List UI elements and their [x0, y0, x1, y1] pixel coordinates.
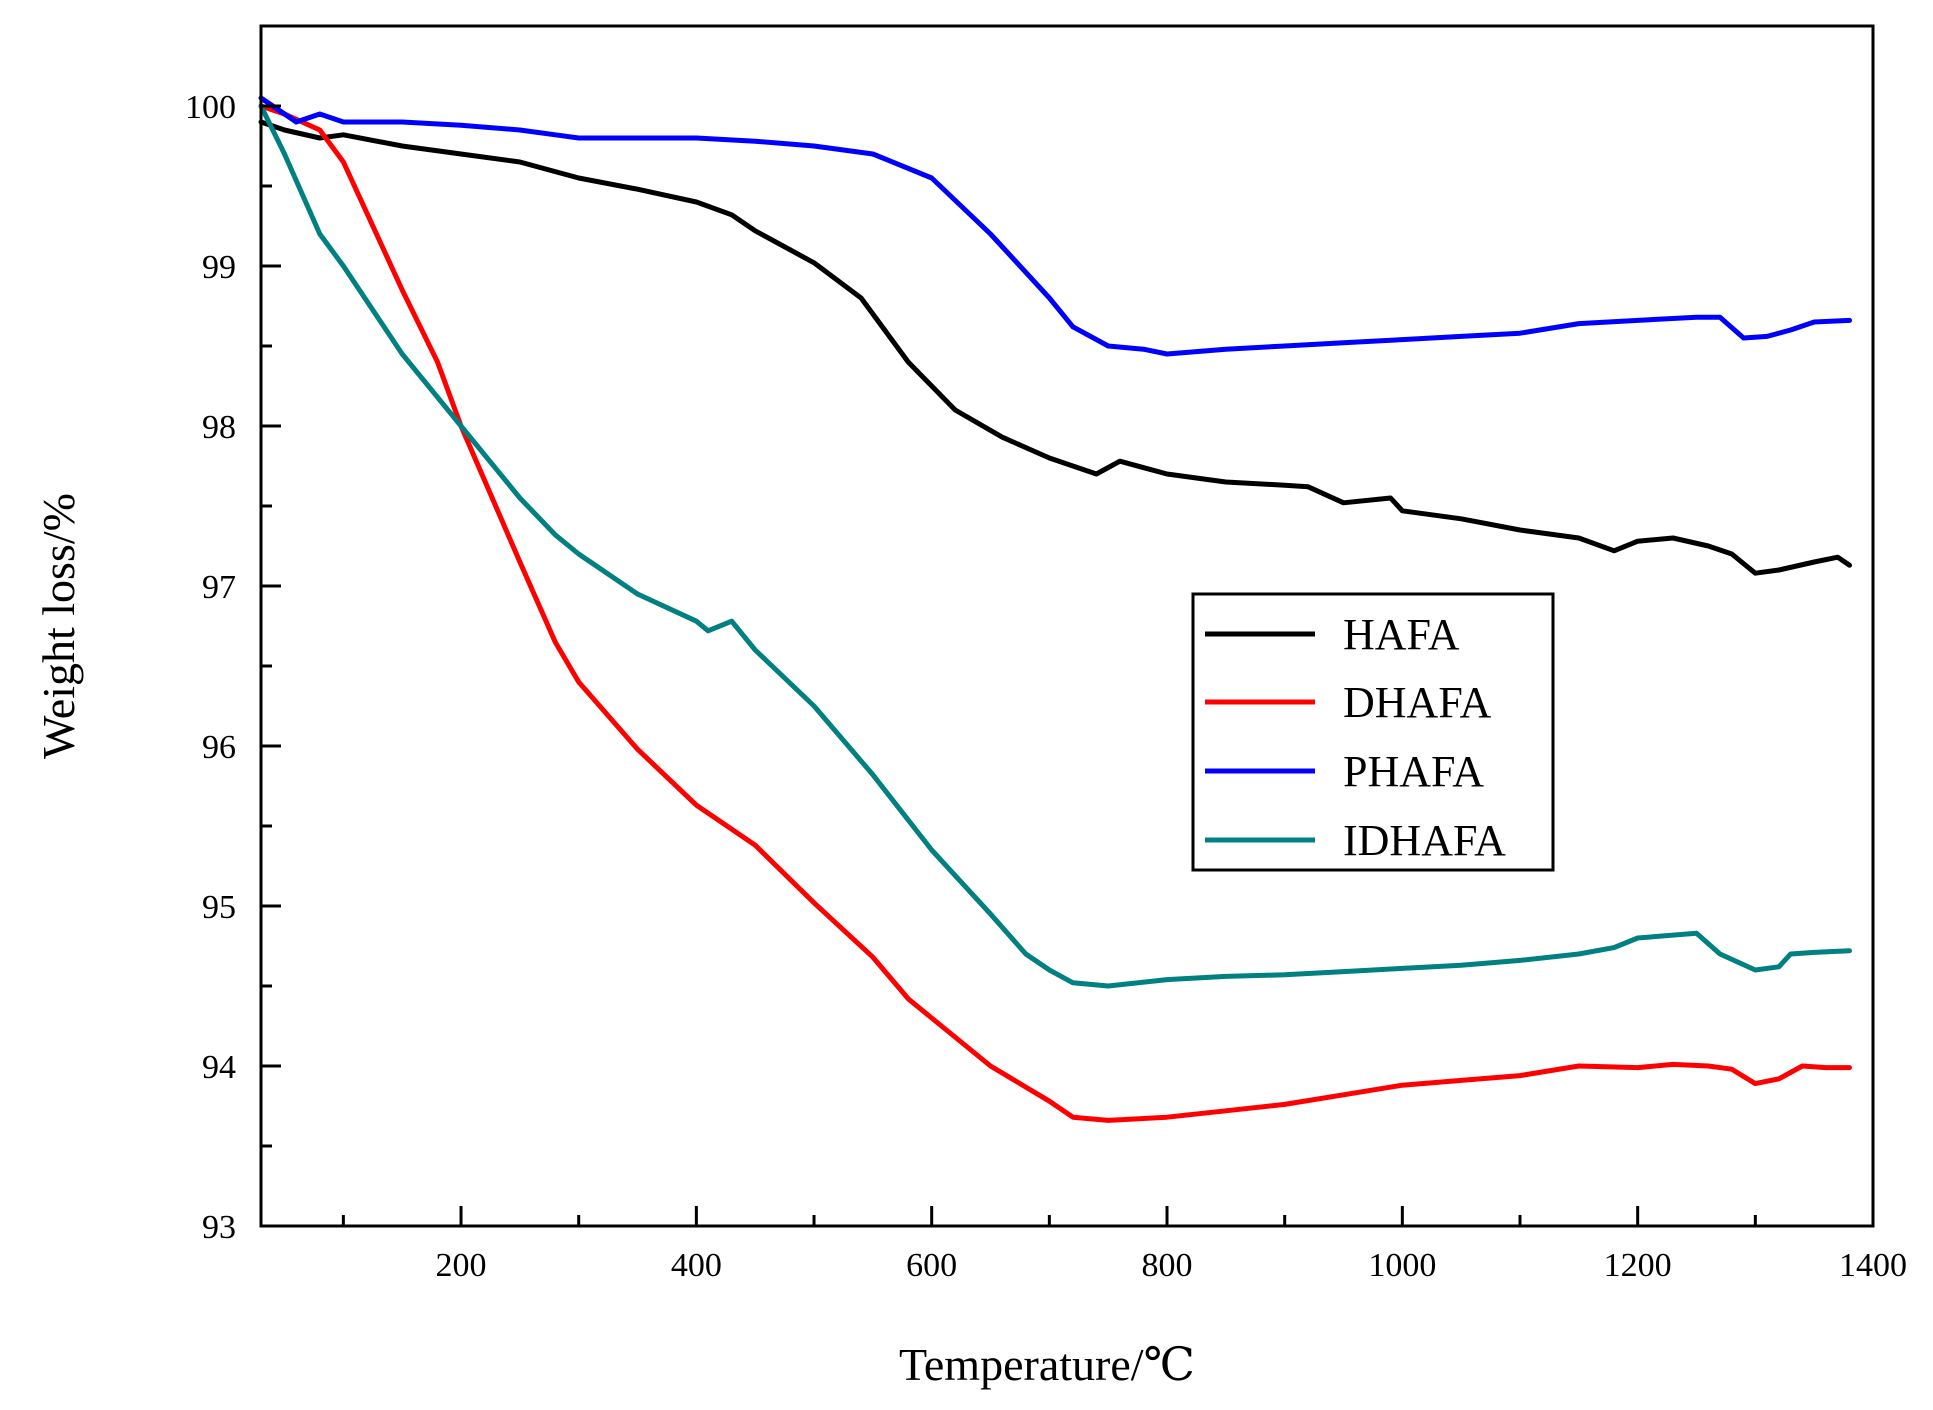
series-line-dhafa [258, 103, 1852, 1123]
y-tick-label-96: 96 [202, 729, 236, 766]
y-tick-label-94: 94 [202, 1049, 236, 1086]
x-tick-label-200: 200 [436, 1247, 487, 1284]
x-tick-label-1400: 1400 [1839, 1247, 1907, 1284]
x-tick-label-1000: 1000 [1368, 1247, 1436, 1284]
plot-frame [259, 24, 1875, 1228]
y-tick-label-98: 98 [202, 409, 236, 446]
y-tick-label-97: 97 [202, 569, 236, 606]
tick-label-layer: 200 400 600 800 1000 1200 1400 93 94 95 96 97 98 99 10… [185, 89, 1907, 1284]
series-line-phafa [258, 95, 1852, 357]
y-axis-title: Weight loss/% [33, 493, 84, 759]
legend: HAFA DHAFA PHAFA IDHAFA [1191, 592, 1555, 872]
legend-label-idhafa: IDHAFA [1343, 816, 1506, 865]
y-tick-label-93: 93 [202, 1209, 236, 1246]
series-line-hafa [258, 119, 1852, 576]
y-tick-label-100: 100 [185, 89, 236, 126]
y-tick-label-95: 95 [202, 889, 236, 926]
x-tick-label-600: 600 [906, 1247, 957, 1284]
tick-layer [261, 24, 1875, 1228]
legend-label-dhafa: DHAFA [1343, 678, 1492, 727]
legend-label-phafa: PHAFA [1343, 747, 1484, 796]
y-tick-label-99: 99 [202, 249, 236, 286]
x-axis-title: Temperature/℃ [899, 1339, 1195, 1390]
x-tick-label-400: 400 [671, 1247, 722, 1284]
legend-box [1191, 592, 1555, 872]
series-line-idhafa [258, 103, 1852, 989]
x-tick-label-800: 800 [1142, 1247, 1193, 1284]
series-layer [258, 95, 1852, 1123]
x-tick-label-1200: 1200 [1604, 1247, 1672, 1284]
legend-label-hafa: HAFA [1343, 610, 1460, 659]
